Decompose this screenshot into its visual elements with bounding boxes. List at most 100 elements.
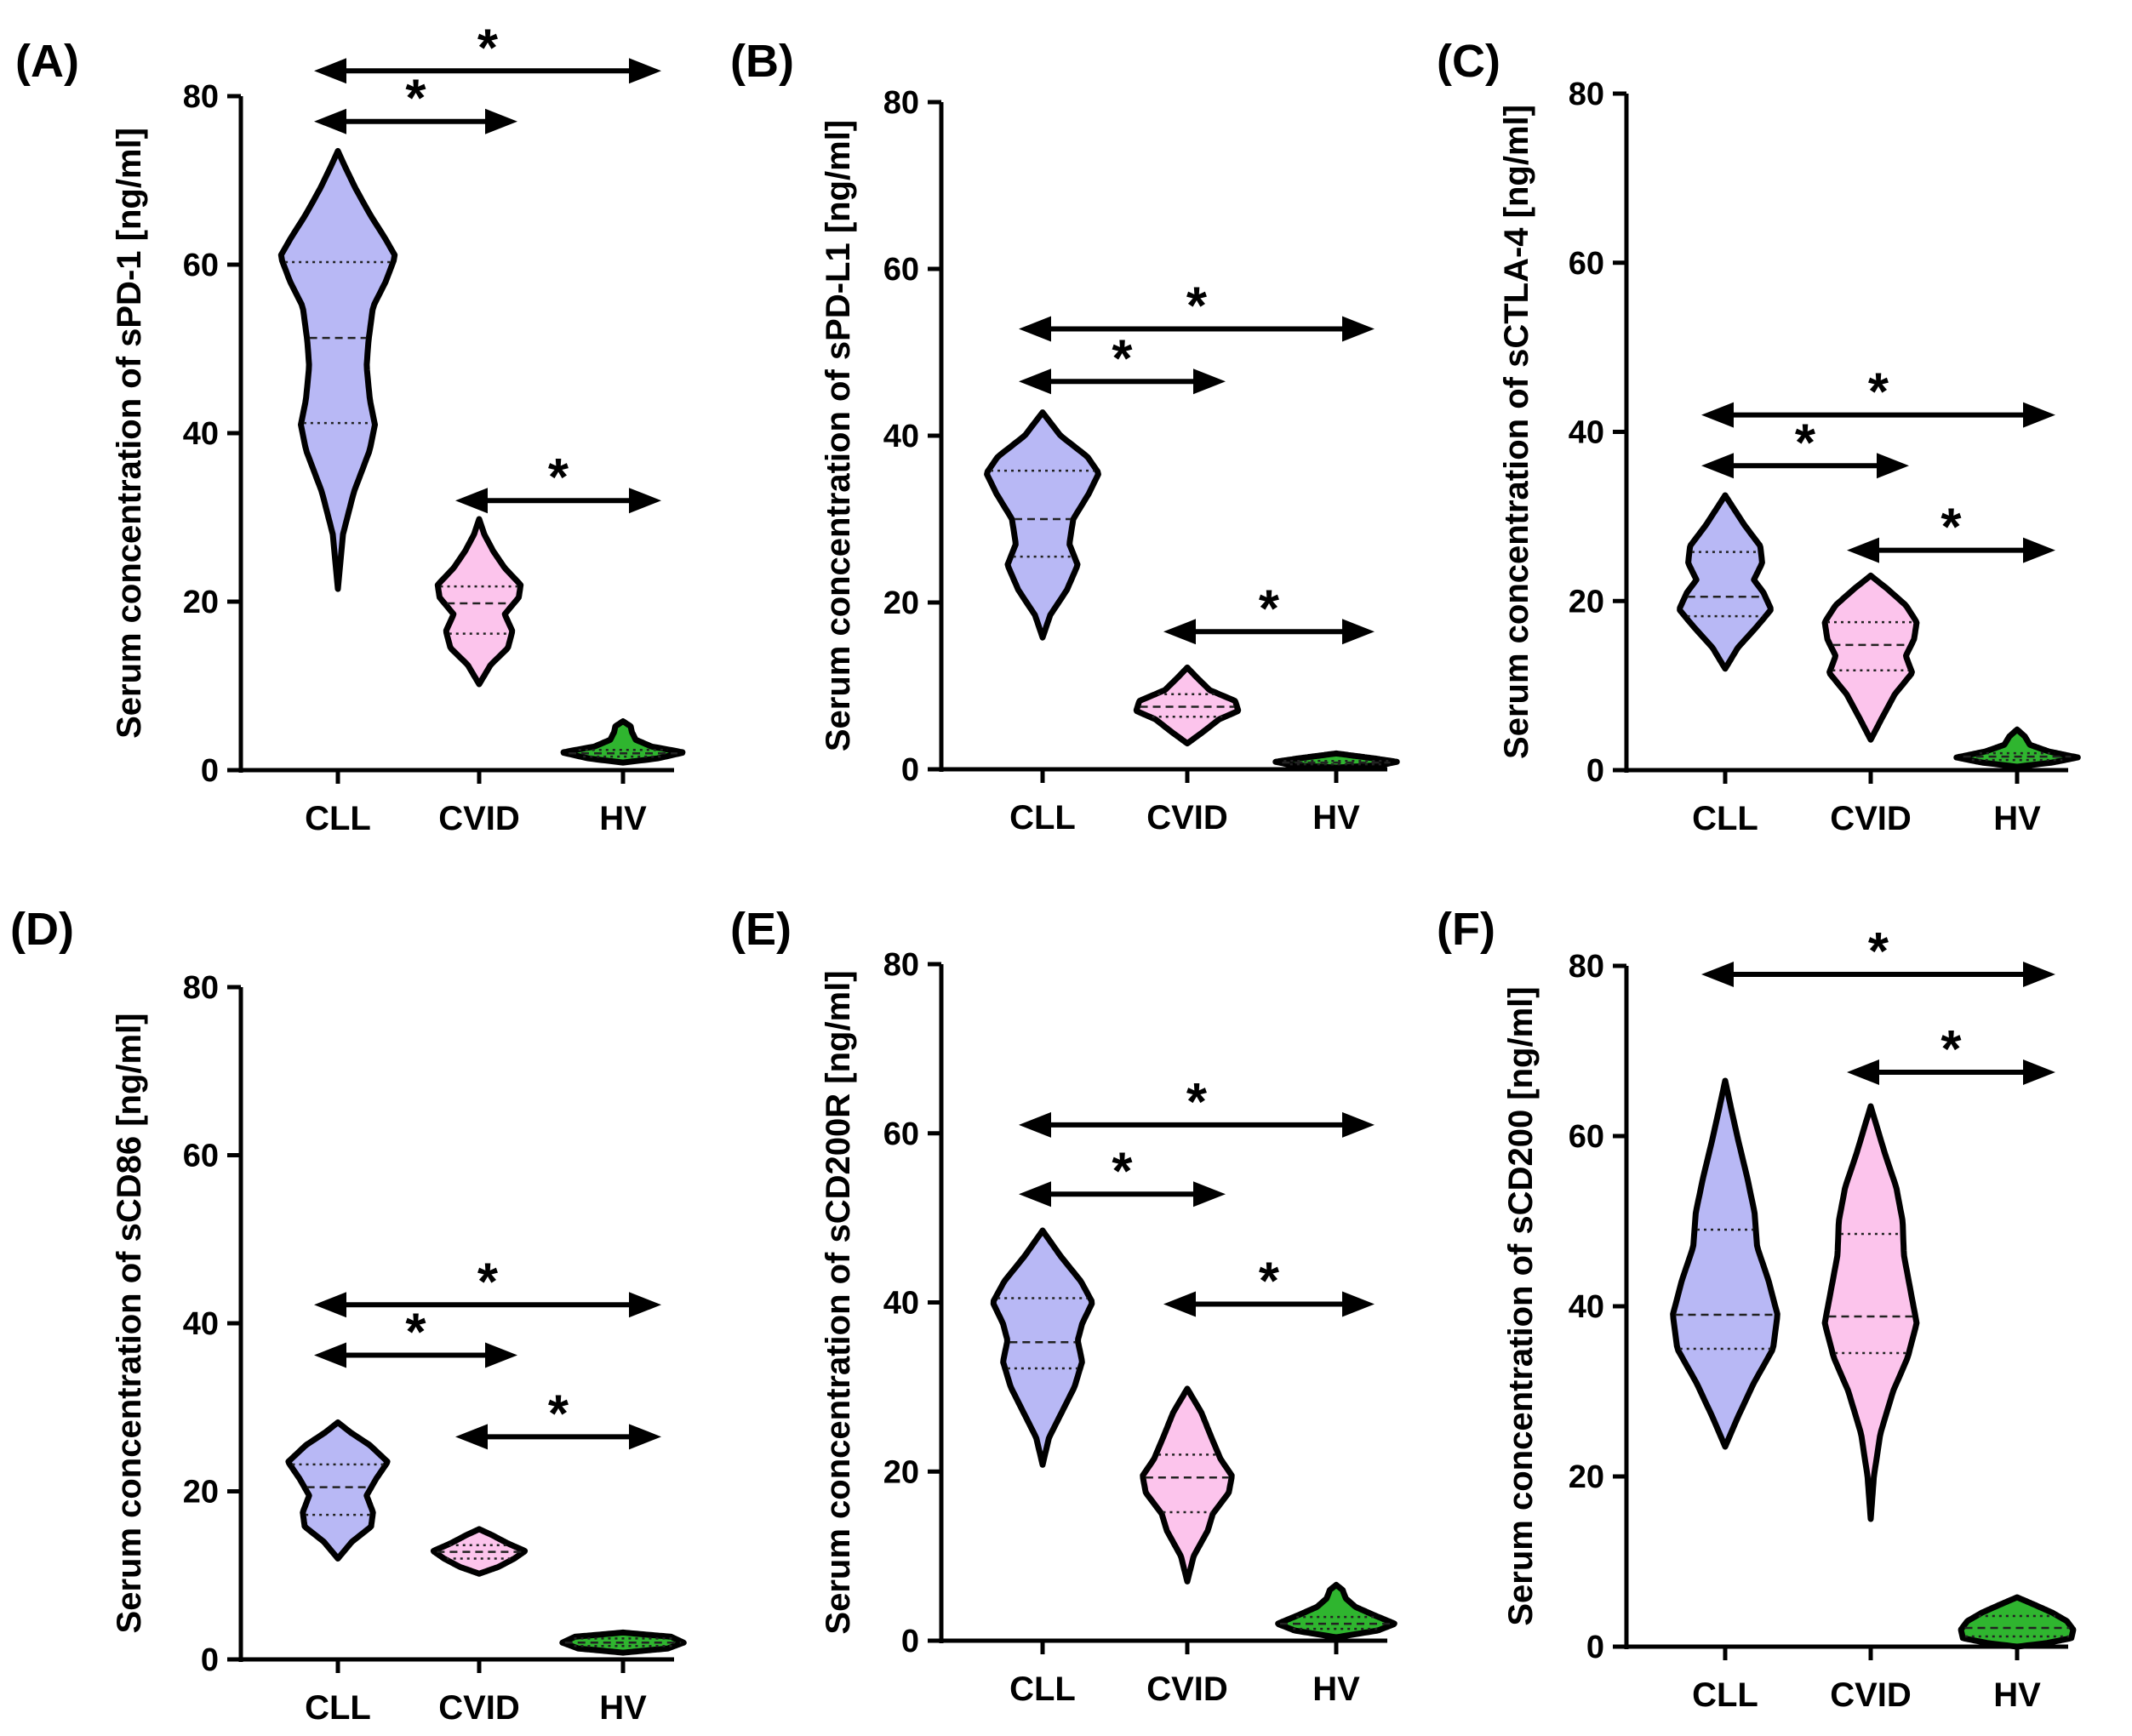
y-tick-label: 80 xyxy=(883,85,919,121)
arrow-head-right xyxy=(2023,402,2055,428)
arrow-head-left xyxy=(455,488,488,514)
significance-arrow: * xyxy=(455,1385,661,1450)
y-tick-label: 0 xyxy=(1586,1630,1604,1665)
violin-body xyxy=(1821,572,1920,743)
significance-arrow: * xyxy=(1163,580,1375,645)
violin-cvid xyxy=(1821,1103,1920,1522)
x-tick-label: CVID xyxy=(438,1689,520,1727)
arrow-head-right xyxy=(485,1342,517,1368)
x-tick-label: CLL xyxy=(305,1689,371,1727)
y-axis-title: Serum concentration of sPD-L1 [ng/ml] xyxy=(820,120,857,751)
y-tick-label: 40 xyxy=(183,1306,219,1342)
y-tick-label: 80 xyxy=(1569,949,1604,985)
significance-star: * xyxy=(477,19,499,77)
significance-arrow: * xyxy=(1847,1020,2055,1085)
y-axis-title: Serum concentration of sCD200R [ng/ml] xyxy=(820,970,857,1634)
y-tick-label: 60 xyxy=(883,252,919,288)
violin-body xyxy=(984,409,1101,641)
violin-cvid xyxy=(1821,572,1920,743)
arrow-head-right xyxy=(629,1424,661,1450)
y-tick-label: 40 xyxy=(883,1286,919,1322)
arrow-head-right xyxy=(2023,962,2055,987)
arrow-head-left xyxy=(1019,368,1051,395)
x-tick-label: CVID xyxy=(438,800,520,837)
x-tick-label: CLL xyxy=(1009,799,1076,837)
y-tick-label: 20 xyxy=(883,585,919,621)
significance-star: * xyxy=(1941,1020,1962,1079)
violin-body xyxy=(277,147,398,592)
arrow-head-left xyxy=(455,1424,488,1450)
arrow-head-left xyxy=(314,58,346,84)
significance-arrow: * xyxy=(1163,1252,1375,1317)
arrow-head-right xyxy=(1342,316,1375,342)
significance-arrow: * xyxy=(1847,499,2055,563)
y-tick-label: 0 xyxy=(201,753,219,789)
panel-e: (E) Serum concentration of sCD200R [ng/ml… xyxy=(730,904,1398,1708)
violin-body xyxy=(1670,1077,1780,1450)
x-tick-label: HV xyxy=(1312,1670,1360,1708)
violin-cvid xyxy=(1140,1385,1235,1585)
arrow-head-left xyxy=(314,108,346,134)
arrow-head-left xyxy=(314,1342,346,1368)
significance-arrow: * xyxy=(314,19,661,84)
significance-star: * xyxy=(1941,499,1962,557)
panel-a: (A) Serum concentration of sPD-1 [ng/ml] 0… xyxy=(15,19,686,837)
significance-star: * xyxy=(477,1253,499,1311)
arrow-head-left xyxy=(1701,402,1734,428)
y-tick-label: 20 xyxy=(1569,1459,1604,1495)
y-tick-label: 60 xyxy=(183,1139,219,1174)
significance-arrow: * xyxy=(1019,329,1226,395)
violin-cll xyxy=(990,1227,1095,1468)
y-axis-title: Serum concentration of sCD86 [ng/ml] xyxy=(111,1014,148,1634)
violin-hv xyxy=(1275,1581,1398,1641)
panel-label: (B) xyxy=(730,36,794,87)
x-tick-label: HV xyxy=(599,1689,647,1727)
violin-hv xyxy=(1958,1594,2077,1650)
arrow-head-right xyxy=(629,1292,661,1318)
significance-star: * xyxy=(548,1385,569,1443)
violin-cll xyxy=(1670,1077,1780,1450)
significance-arrow: * xyxy=(1019,1142,1226,1208)
y-tick-label: 0 xyxy=(901,752,919,788)
violin-hv xyxy=(560,718,686,766)
significance-star: * xyxy=(1868,363,1889,422)
panel-label: (D) xyxy=(10,904,74,955)
significance-arrow: * xyxy=(314,1304,517,1368)
x-tick-label: CLL xyxy=(305,800,371,837)
x-tick-label: HV xyxy=(599,800,647,837)
y-axis-title: Serum concentration of sPD-1 [ng/ml] xyxy=(111,128,148,739)
arrow-head-left xyxy=(1701,962,1734,987)
x-tick-label: CLL xyxy=(1692,800,1758,837)
x-tick-label: CVID xyxy=(1146,799,1228,837)
panel-label: (A) xyxy=(15,36,79,87)
x-tick-label: CVID xyxy=(1830,1676,1912,1714)
panel-b: (B) Serum concentration of sPD-L1 [ng/ml]… xyxy=(730,36,1400,837)
violin-cll xyxy=(984,409,1101,641)
panel-f: (F)Serum concentration of sCD200 [ng/ml]… xyxy=(1437,904,2077,1714)
y-tick-label: 0 xyxy=(1586,753,1604,789)
violin-cvid xyxy=(434,516,524,688)
y-tick-label: 40 xyxy=(1569,1289,1604,1325)
significance-star: * xyxy=(1259,1252,1280,1311)
significance-arrow: * xyxy=(314,70,517,134)
significance-star: * xyxy=(1259,580,1280,638)
significance-star: * xyxy=(1868,922,1889,981)
violin-body xyxy=(1821,1103,1920,1522)
y-tick-label: 80 xyxy=(883,947,919,983)
arrow-head-left xyxy=(1019,316,1051,342)
panel-label: (E) xyxy=(730,904,792,955)
significance-star: * xyxy=(405,70,426,128)
panel-label: (C) xyxy=(1437,36,1500,87)
violin-body xyxy=(434,516,524,688)
x-tick-label: CVID xyxy=(1830,800,1912,837)
arrow-head-left xyxy=(1163,619,1196,645)
x-tick-label: CVID xyxy=(1146,1670,1228,1708)
arrow-head-right xyxy=(1193,1181,1226,1208)
significance-star: * xyxy=(548,448,569,507)
y-tick-label: 20 xyxy=(183,585,219,620)
significance-star: * xyxy=(1795,414,1816,472)
panel-label: (F) xyxy=(1437,904,1495,955)
arrow-head-left xyxy=(1019,1181,1051,1208)
panel-d: (D) Serum concentration of sCD86 [ng/ml] 0… xyxy=(10,904,687,1727)
